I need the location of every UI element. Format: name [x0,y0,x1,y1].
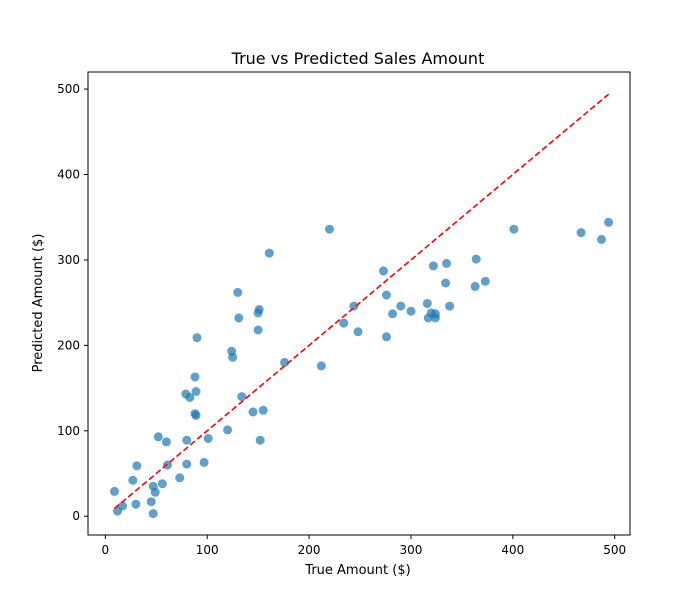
data-point [157,479,167,489]
data-point [191,410,201,420]
data-point [388,309,398,319]
data-point [255,435,265,445]
data-point [445,301,455,311]
data-point [153,432,163,442]
data-point [253,325,263,335]
x-tick-label: 300 [400,543,423,557]
data-point [254,305,264,314]
y-axis-ticks: 0 100 200 300 400 500 [57,82,88,523]
data-point [132,461,142,471]
data-point [228,352,238,362]
data-point [258,405,268,415]
data-point [353,327,363,337]
data-point [190,372,200,382]
data-point [379,266,388,276]
data-point [148,509,158,519]
data-point [406,306,416,316]
data-point [199,457,209,467]
data-point [422,299,432,308]
y-tick-label: 300 [57,253,80,267]
data-point [203,434,213,443]
data-point [382,290,391,300]
data-point [430,309,440,319]
data-point [248,407,258,417]
x-tick-label: 0 [101,543,109,557]
data-point [480,276,490,286]
data-point [339,318,349,328]
data-point [191,387,201,396]
y-axis-label: Predicted Amount ($) [31,234,46,373]
data-point [382,332,391,342]
data-point [150,487,160,497]
x-tick-label: 100 [196,543,219,557]
chart-title: True vs Predicted Sales Amount [231,49,485,68]
data-point [441,278,451,288]
plot-frame [87,71,631,536]
data-point [175,473,185,483]
data-point [182,435,192,445]
data-point [185,393,195,402]
y-tick-label: 100 [57,424,80,438]
x-axis-ticks: 0 100 200 300 400 500 [101,535,626,557]
points-layer [110,217,614,519]
data-point [161,437,171,447]
data-point [264,248,274,258]
data-point [131,499,141,509]
data-point [146,497,156,507]
data-point [442,258,452,268]
data-point [576,228,586,238]
data-point [325,224,334,234]
data-point [233,287,243,297]
data-point [316,361,326,371]
x-tick-label: 200 [298,543,321,557]
data-point [192,333,202,343]
data-point [470,281,480,291]
x-tick-label: 400 [501,543,524,557]
data-point [509,224,519,234]
data-point [597,234,606,244]
data-point [128,475,138,485]
x-axis-label: True Amount ($) [304,563,410,578]
data-point [182,459,192,469]
x-tick-label: 500 [603,543,626,557]
data-point [396,301,406,311]
data-point [471,254,481,264]
y-tick-label: 0 [72,509,80,523]
data-point [280,357,290,367]
data-point [604,217,614,227]
data-point [234,313,244,323]
data-point [118,501,128,511]
data-point [349,301,359,311]
data-point [110,486,119,496]
y-tick-label: 400 [57,168,80,182]
data-point [223,425,233,435]
y-tick-label: 500 [57,82,80,96]
data-point [237,392,247,402]
y-tick-label: 200 [57,338,80,352]
data-point [428,261,438,271]
